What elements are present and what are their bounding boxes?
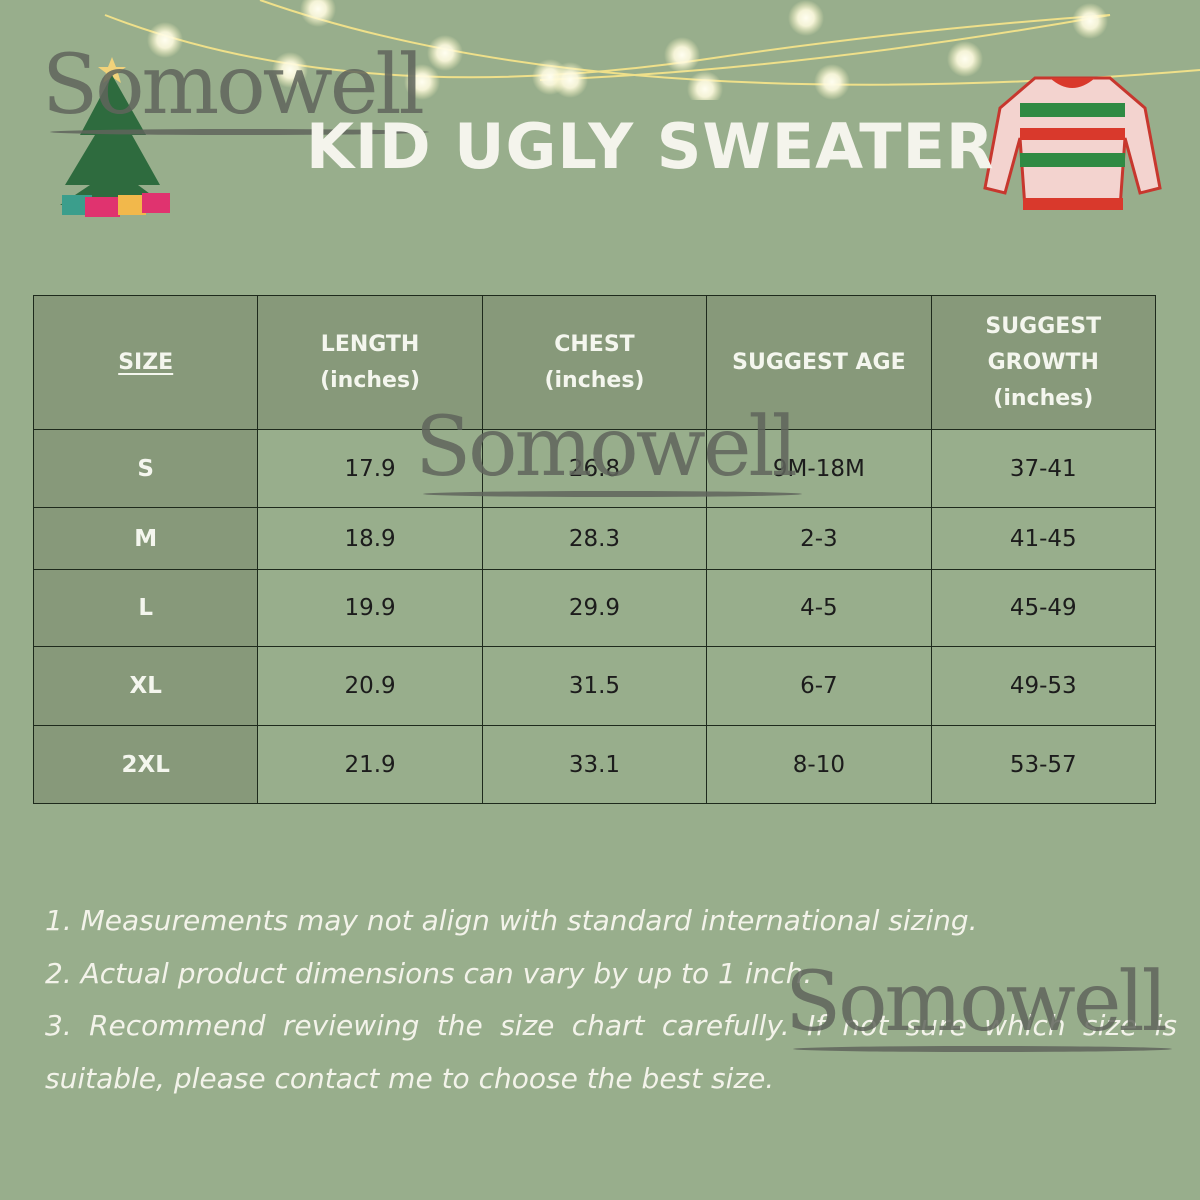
cell-chest: 29.9	[481, 569, 708, 647]
header-chest: CHEST (inches)	[481, 295, 708, 430]
cell-length: 18.9	[257, 507, 483, 570]
cell-length: 19.9	[257, 569, 483, 647]
size-chart-table: SIZE LENGTH (inches) CHEST (inches) SUGG…	[32, 295, 1157, 804]
cell-length: 20.9	[257, 646, 483, 726]
cell-size: M	[32, 507, 259, 570]
cell-chest: 31.5	[481, 646, 708, 726]
cell-size: XL	[32, 646, 259, 726]
cell-growth: 49-53	[930, 646, 1157, 726]
page-title: KID UGLY SWEATER	[306, 110, 995, 183]
table-row: XL 20.9 31.5 6-7 49-53	[32, 646, 1157, 726]
cell-size: L	[32, 569, 259, 647]
cell-growth: 53-57	[930, 725, 1157, 804]
watermark-logo: Somowell	[415, 400, 803, 497]
watermark-logo: Somowell	[785, 955, 1173, 1052]
note-2: 2. Actual product dimensions can vary by…	[45, 956, 813, 990]
sweater-icon	[983, 76, 1162, 210]
cell-age: 8-10	[706, 725, 932, 804]
header-length: LENGTH (inches)	[257, 295, 483, 430]
watermark-logo: Somowell	[42, 38, 430, 135]
cell-age: 6-7	[706, 646, 932, 726]
table-header-row: SIZE LENGTH (inches) CHEST (inches) SUGG…	[32, 295, 1157, 430]
cell-size: S	[32, 429, 259, 508]
note-3: 3. Recommend reviewing the size chart ca…	[45, 1009, 1177, 1095]
table-row: 2XL 21.9 33.1 8-10 53-57	[32, 725, 1157, 804]
string-lights	[104, 0, 1200, 100]
note-1: 1. Measurements may not align with stand…	[45, 904, 978, 937]
christmas-tree-icon	[60, 57, 170, 217]
header-suggest-age: SUGGEST AGE	[706, 295, 932, 430]
cell-length: 21.9	[257, 725, 483, 804]
cell-chest: 33.1	[481, 725, 708, 804]
cell-age: 2-3	[706, 507, 932, 570]
cell-size: 2XL	[32, 725, 259, 804]
notes: 1. Measurements may not align with stand…	[45, 895, 1177, 1105]
cell-growth: 41-45	[930, 507, 1157, 570]
table-row: L 19.9 29.9 4-5 45-49	[32, 569, 1157, 647]
cell-growth: 45-49	[930, 569, 1157, 647]
cell-growth: 37-41	[930, 429, 1157, 508]
header-size: SIZE	[32, 295, 259, 430]
table-row: M 18.9 28.3 2-3 41-45	[32, 507, 1157, 570]
header-suggest-growth: SUGGEST GROWTH (inches)	[930, 295, 1157, 430]
cell-chest: 28.3	[481, 507, 708, 570]
cell-age: 4-5	[706, 569, 932, 647]
